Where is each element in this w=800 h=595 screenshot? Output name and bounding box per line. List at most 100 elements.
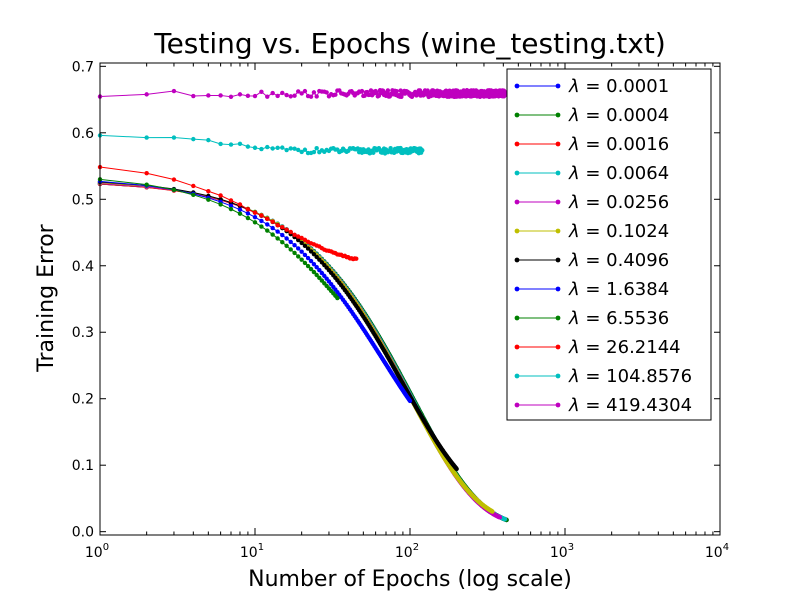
data-point: [305, 246, 311, 251]
legend-entry: λ = 0.4096: [514, 250, 669, 271]
data-point: [280, 232, 285, 238]
x-tick-label: 104: [705, 542, 729, 561]
data-point: [314, 145, 319, 151]
data-point: [171, 135, 177, 140]
data-point: [280, 145, 285, 150]
data-point: [228, 198, 234, 203]
data-point: [407, 398, 413, 404]
legend-label: λ = 0.0064: [568, 163, 669, 184]
data-point: [259, 213, 264, 218]
data-point: [420, 148, 425, 153]
data-point: [394, 88, 399, 94]
data-point: [296, 147, 301, 153]
data-point: [317, 267, 322, 273]
y-tick-label: 0.0: [72, 525, 94, 541]
data-point: [206, 189, 211, 194]
y-tick-label: 0.4: [72, 259, 94, 275]
legend-swatch-marker: [555, 170, 561, 176]
data-point: [144, 92, 149, 97]
y-tick-label: 0.2: [72, 392, 94, 408]
data-point: [265, 228, 270, 233]
data-point: [237, 207, 243, 212]
data-point: [228, 94, 234, 99]
data-point: [308, 266, 314, 272]
data-point: [275, 145, 280, 151]
data-point: [299, 257, 304, 262]
data-point: [252, 145, 258, 150]
data-point: [270, 146, 275, 151]
legend-swatch-marker: [514, 402, 520, 408]
data-point: [265, 94, 270, 99]
data-point: [284, 236, 289, 241]
data-point: [311, 261, 317, 267]
data-point: [237, 92, 243, 97]
data-point: [299, 91, 304, 96]
data-point: [265, 222, 270, 227]
y-tick-label: 0.3: [72, 325, 94, 341]
series-12: [97, 88, 508, 100]
data-point: [292, 250, 297, 256]
legend-swatch-marker: [514, 228, 520, 234]
legend-entry: λ = 26.2144: [514, 337, 681, 358]
data-point: [490, 509, 495, 514]
data-point: [388, 146, 393, 151]
legend-entry: λ = 0.0016: [514, 134, 669, 155]
legend-swatch-marker: [514, 83, 520, 89]
legend-swatch-marker: [555, 315, 561, 321]
data-point: [311, 269, 317, 275]
data-point: [275, 229, 280, 234]
chart-title: Testing vs. Epochs (wine_testing.txt): [153, 27, 666, 60]
legend-swatch-marker: [514, 170, 520, 176]
data-point: [275, 236, 280, 241]
data-point: [454, 466, 459, 472]
legend-swatch-marker: [555, 228, 561, 234]
data-point: [218, 93, 223, 98]
data-point: [333, 92, 338, 97]
data-point: [311, 149, 317, 155]
data-point: [311, 251, 317, 257]
data-point: [314, 264, 319, 270]
data-point: [191, 192, 196, 198]
legend-label: λ = 0.4096: [568, 250, 669, 271]
legend-box: [506, 68, 712, 421]
data-point: [218, 202, 223, 207]
legend-swatch-marker: [555, 402, 561, 408]
legend-label: λ = 419.4304: [568, 395, 692, 416]
data-point: [237, 141, 243, 146]
y-tick-label: 0.1: [72, 458, 94, 474]
data-point: [324, 90, 329, 95]
data-point: [206, 137, 211, 143]
data-point: [299, 240, 304, 246]
data-point: [302, 260, 308, 266]
data-point: [191, 136, 196, 142]
x-axis-label: Number of Epochs (log scale): [248, 567, 572, 592]
data-point: [218, 193, 223, 198]
data-point: [296, 89, 301, 94]
data-point: [265, 144, 270, 150]
data-point: [252, 93, 258, 99]
data-point: [245, 211, 251, 216]
x-tick-label: 102: [395, 542, 419, 561]
ticks: 0.0 0.1 0.2 0.3 0.4 0.5 0.6 0.7 100 101 102 103 104: [72, 59, 729, 561]
legend-label: λ = 0.1024: [568, 221, 669, 242]
data-point: [288, 94, 293, 99]
legend-label: λ = 0.0001: [568, 76, 669, 97]
legend-swatch-marker: [555, 112, 561, 118]
data-point: [252, 210, 258, 215]
data-point: [270, 90, 275, 96]
legend-label: λ = 6.5536: [568, 308, 669, 329]
legend-entry: λ = 419.4304: [514, 395, 692, 416]
data-point: [502, 93, 508, 98]
legend-swatch-marker: [555, 199, 561, 205]
data-point: [206, 197, 211, 202]
data-point: [288, 239, 293, 245]
legend-label: λ = 0.0256: [568, 192, 669, 213]
data-point: [259, 224, 264, 229]
legend-swatch-marker: [555, 286, 561, 292]
data-point: [288, 146, 293, 151]
y-axis-label: Training Error: [34, 223, 59, 372]
data-point: [252, 220, 258, 225]
legend-label: λ = 0.0004: [568, 105, 669, 126]
data-point: [335, 295, 340, 301]
